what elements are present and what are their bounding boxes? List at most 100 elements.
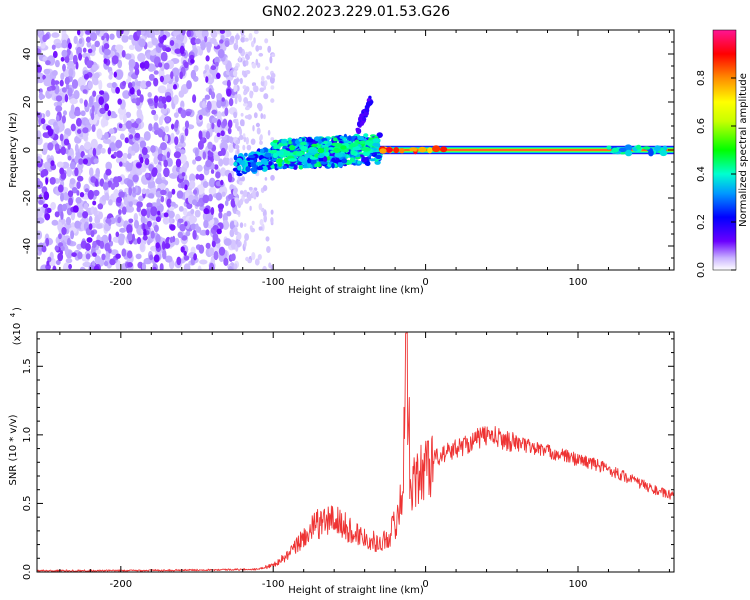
snr-scale-note-text: (x10 bbox=[12, 323, 23, 346]
noise-cell bbox=[180, 134, 185, 144]
figure-title: GN02.2023.229.01.53.G26 bbox=[262, 4, 450, 20]
noise-cell bbox=[121, 34, 129, 43]
noise-cell bbox=[212, 233, 219, 242]
colorbar-label: Normalized spectral amplitude bbox=[738, 73, 749, 227]
colorbar-tick-label: 0.8 bbox=[696, 70, 707, 86]
noise-cell bbox=[50, 202, 56, 210]
noise-fade-cell bbox=[248, 186, 253, 191]
lock-signal-cell bbox=[427, 147, 433, 154]
noise-cell bbox=[213, 154, 220, 162]
noise-cell bbox=[167, 191, 173, 199]
noise-cell bbox=[202, 100, 206, 109]
noise-cell bbox=[98, 96, 104, 106]
noise-cell bbox=[106, 33, 110, 42]
scattered-signal-cell bbox=[300, 141, 307, 146]
colorbar: 0.0 0.2 0.4 0.6 0.8 Normalized spectral ampl… bbox=[696, 29, 749, 278]
scattered-signal-peak bbox=[372, 138, 381, 143]
lock-signal-edge bbox=[625, 149, 633, 157]
noise-cell bbox=[37, 74, 40, 84]
noise-fade-cell bbox=[244, 198, 250, 204]
noise-cell bbox=[184, 127, 189, 137]
noise-cell bbox=[163, 159, 168, 168]
noise-cell bbox=[160, 107, 168, 115]
noise-cell bbox=[93, 158, 99, 165]
noise-cell bbox=[69, 161, 76, 170]
noise-cell bbox=[199, 259, 208, 265]
noise-cell bbox=[170, 201, 176, 207]
noise-cell bbox=[124, 53, 132, 60]
noise-cell bbox=[151, 109, 157, 116]
noise-cell bbox=[150, 206, 158, 217]
noise-cell bbox=[202, 194, 210, 204]
scattered-signal-peak bbox=[298, 156, 308, 162]
noise-cell bbox=[63, 138, 70, 146]
noise-cell bbox=[146, 208, 151, 219]
noise-cell bbox=[38, 94, 46, 100]
noise-cell bbox=[82, 47, 87, 53]
noise-cell bbox=[224, 107, 229, 117]
noise-cell bbox=[83, 73, 90, 80]
noise-cell bbox=[76, 181, 81, 190]
scattered-signal-peak bbox=[277, 158, 283, 164]
noise-cell bbox=[193, 65, 199, 72]
noise-cell bbox=[227, 172, 233, 183]
noise-fade-cell bbox=[270, 98, 275, 103]
spectrogram-y-tick-label: 40 bbox=[22, 48, 33, 61]
scattered-signal-cell bbox=[330, 150, 334, 154]
noise-cell bbox=[74, 167, 79, 177]
spectrogram-signal bbox=[232, 95, 674, 177]
noise-cell bbox=[184, 184, 188, 191]
noise-cell bbox=[214, 61, 219, 67]
noise-cell bbox=[76, 117, 82, 127]
noise-cell bbox=[105, 251, 111, 259]
noise-cell bbox=[121, 50, 126, 58]
noise-cell bbox=[95, 30, 101, 36]
noise-cell bbox=[161, 96, 167, 104]
noise-cell bbox=[202, 181, 209, 188]
noise-cell bbox=[101, 195, 107, 202]
noise-cell bbox=[106, 82, 114, 89]
noise-cell bbox=[163, 62, 170, 70]
noise-cell bbox=[160, 189, 167, 196]
noise-cell bbox=[185, 230, 191, 237]
noise-cell bbox=[46, 207, 52, 214]
noise-cell bbox=[208, 186, 217, 196]
noise-cell bbox=[107, 110, 112, 117]
noise-cell bbox=[199, 205, 206, 211]
noise-cell bbox=[103, 119, 109, 127]
noise-cell bbox=[205, 242, 211, 249]
noise-fade-cell bbox=[245, 59, 249, 66]
noise-fade-cell bbox=[259, 219, 264, 226]
noise-cell bbox=[228, 143, 234, 153]
noise-fade-cell bbox=[271, 53, 276, 57]
lock-signal-edge bbox=[611, 147, 619, 153]
noise-cell bbox=[181, 30, 186, 36]
scattered-signal-cell bbox=[347, 135, 352, 142]
noise-cell bbox=[194, 209, 201, 218]
noise-cell bbox=[208, 247, 215, 257]
snr-x-ticks: -200 -100 0 100 bbox=[59, 332, 670, 590]
noise-cell bbox=[45, 110, 51, 117]
noise-cell bbox=[210, 30, 218, 38]
scattered-signal-cell bbox=[369, 158, 376, 162]
noise-cell bbox=[43, 68, 51, 75]
noise-cell bbox=[78, 158, 84, 165]
noise-cell bbox=[171, 67, 180, 77]
noise-cell bbox=[92, 147, 97, 157]
noise-cell bbox=[108, 199, 113, 206]
noise-cell bbox=[212, 225, 219, 231]
noise-cell bbox=[115, 157, 125, 164]
noise-fade-cell bbox=[252, 125, 255, 132]
spectrogram-x-tick-label: -100 bbox=[262, 277, 285, 288]
noise-fade-cell bbox=[233, 187, 238, 193]
noise-cell bbox=[149, 254, 154, 261]
snr-frame bbox=[36, 331, 675, 573]
noise-fade-cell bbox=[249, 205, 252, 211]
noise-cell bbox=[45, 177, 49, 185]
scattered-signal-cell bbox=[323, 140, 328, 145]
noise-fade-cell bbox=[251, 40, 255, 48]
early-signal-cell bbox=[245, 166, 251, 173]
noise-cell bbox=[61, 115, 66, 124]
colorbar-ticks: 0.0 0.2 0.4 0.6 0.8 bbox=[696, 70, 736, 278]
